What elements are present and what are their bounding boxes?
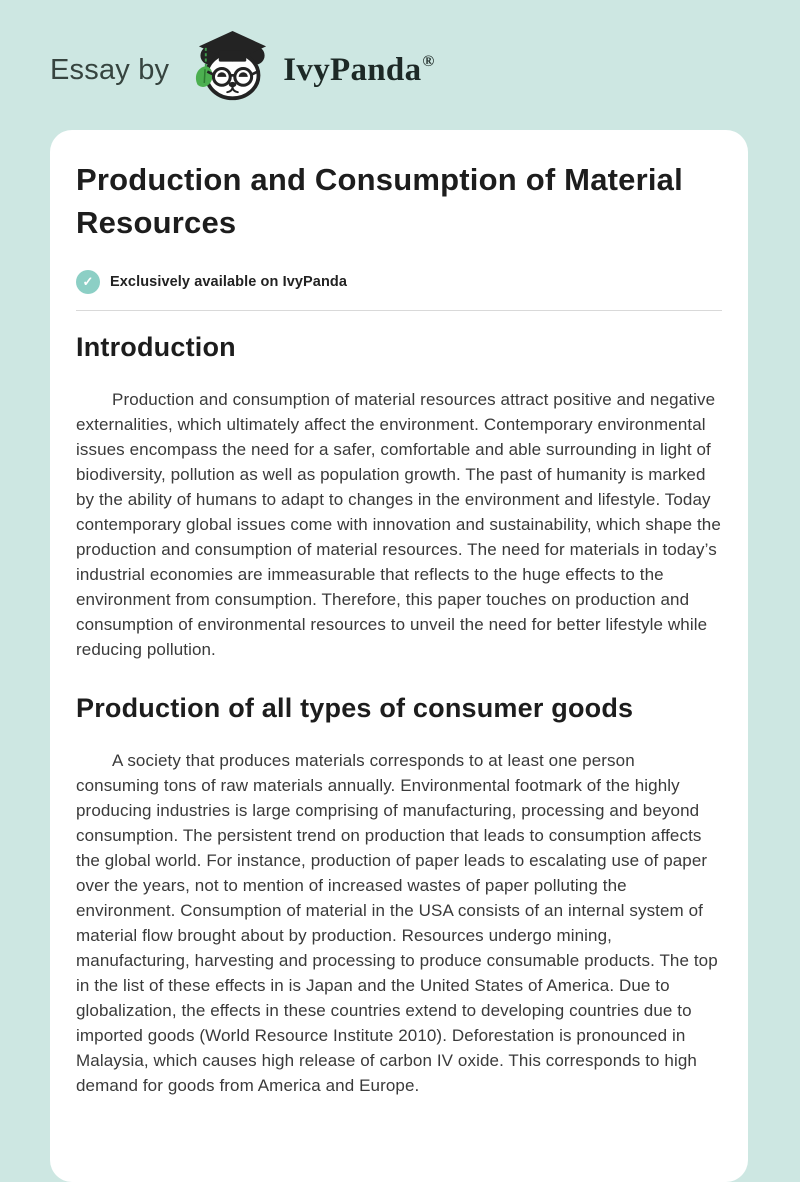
production-paragraph: A society that produces materials corres… bbox=[76, 751, 718, 1095]
exclusive-badge: ✓ Exclusively available on IvyPanda bbox=[76, 270, 722, 294]
essay-card: Production and Consumption of Material R… bbox=[50, 130, 748, 1182]
divider bbox=[76, 310, 722, 311]
essay-by-label: Essay by bbox=[50, 53, 170, 86]
panda-graduate-icon bbox=[185, 28, 277, 112]
section-heading-production: Production of all types of consumer good… bbox=[76, 693, 634, 723]
ivypanda-logo[interactable]: IvyPanda® bbox=[185, 28, 434, 112]
registered-mark: ® bbox=[422, 52, 435, 70]
introduction-paragraph: Production and consumption of material r… bbox=[76, 390, 721, 659]
site-header: Essay by bbox=[0, 0, 800, 112]
brand-wordmark: IvyPanda® bbox=[283, 51, 435, 88]
page-title: Production and Consumption of Material R… bbox=[76, 162, 683, 240]
check-icon: ✓ bbox=[76, 270, 100, 294]
section-heading-introduction: Introduction bbox=[76, 332, 236, 362]
exclusive-badge-label: Exclusively available on IvyPanda bbox=[110, 274, 348, 290]
